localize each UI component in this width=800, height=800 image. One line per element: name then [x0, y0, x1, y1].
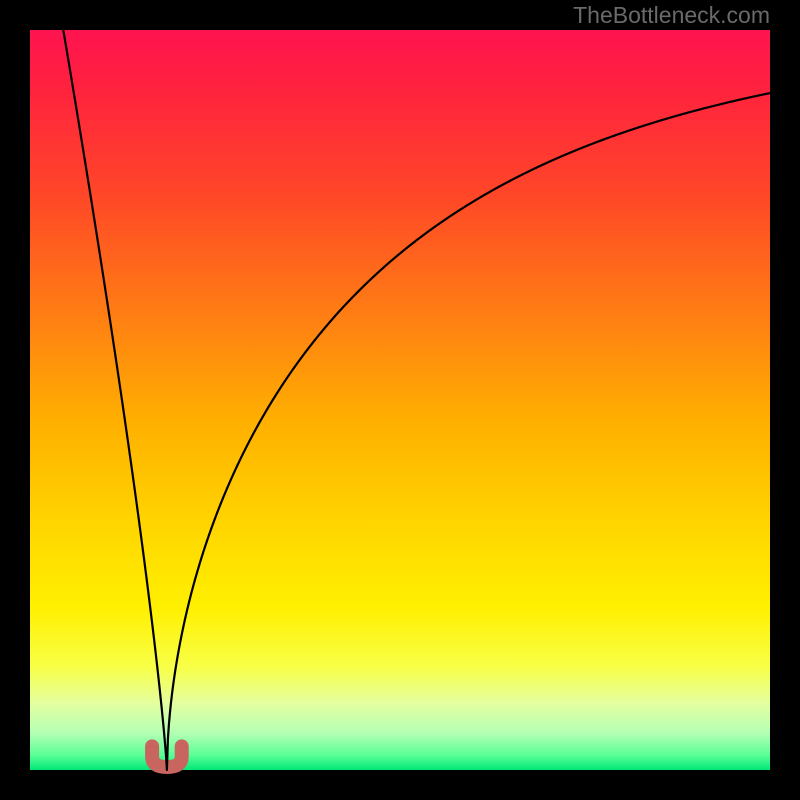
stage: TheBottleneck.com: [0, 0, 800, 800]
watermark-text: TheBottleneck.com: [573, 2, 770, 29]
plot-curves: [0, 0, 800, 800]
bottleneck-v-curve: [63, 30, 770, 770]
